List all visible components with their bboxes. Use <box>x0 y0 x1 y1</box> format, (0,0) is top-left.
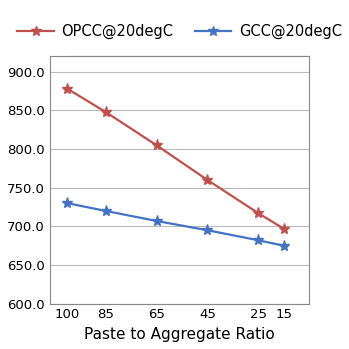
GCC@20degC <box>282 244 286 248</box>
GCC@20degC <box>256 238 260 242</box>
Line: GCC@20degC: GCC@20degC <box>62 198 289 251</box>
Legend: OPCC@20degC, GCC@20degC: OPCC@20degC, GCC@20degC <box>12 18 348 45</box>
OPCC@20degC <box>155 143 159 147</box>
GCC@20degC <box>155 219 159 223</box>
OPCC@20degC <box>256 211 260 215</box>
GCC@20degC <box>65 201 69 205</box>
GCC@20degC <box>104 209 108 213</box>
OPCC@20degC <box>205 178 209 182</box>
X-axis label: Paste to Aggregate Ratio: Paste to Aggregate Ratio <box>84 327 275 342</box>
OPCC@20degC <box>282 227 286 231</box>
GCC@20degC <box>205 228 209 232</box>
OPCC@20degC <box>65 87 69 91</box>
OPCC@20degC <box>104 110 108 114</box>
Line: OPCC@20degC: OPCC@20degC <box>62 83 289 234</box>
